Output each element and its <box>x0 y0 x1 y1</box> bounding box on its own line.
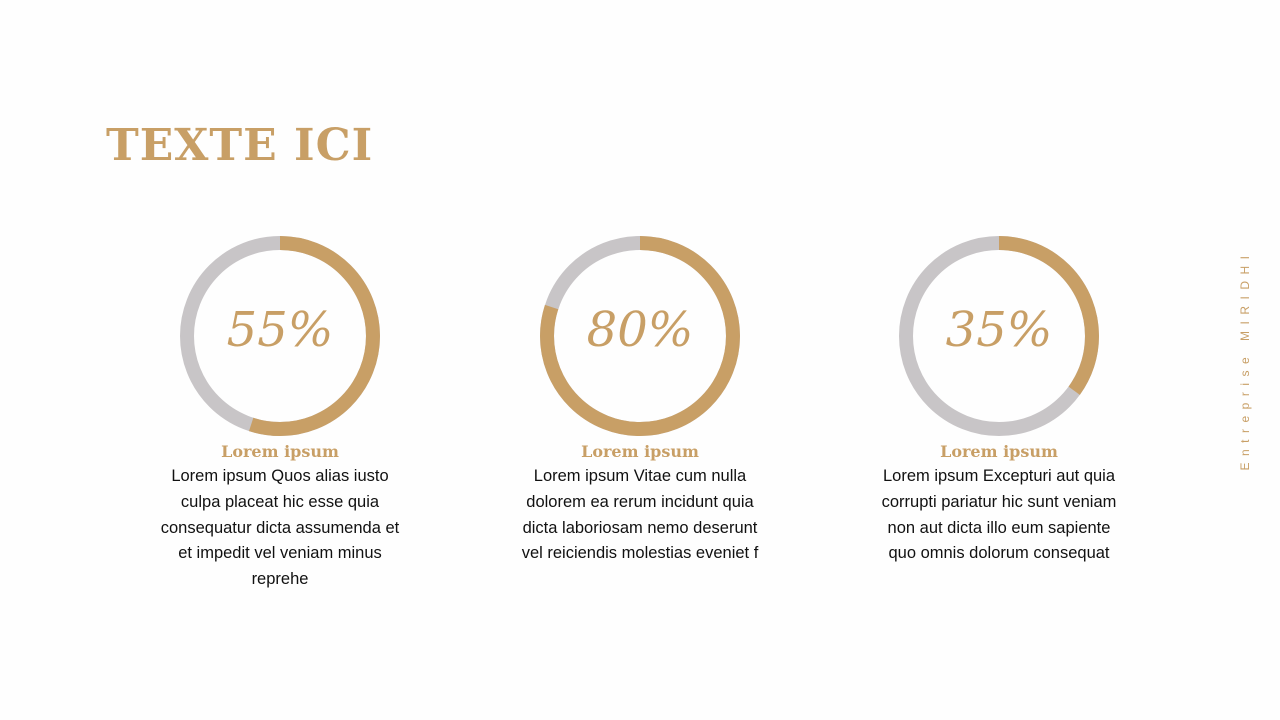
side-brand-text: Entreprise MIRIDHI <box>1238 249 1252 471</box>
ring-progress <box>180 236 380 436</box>
percent-label: 35% <box>945 302 1053 358</box>
stat-card: 80% Lorem ipsum Lorem ipsum Vitae cum nu… <box>520 236 760 567</box>
stat-card: 35% Lorem ipsum Lorem ipsum Excepturi au… <box>879 236 1119 567</box>
percent-label: 55% <box>226 302 334 358</box>
ring-progress <box>899 236 1099 436</box>
progress-ring: 35% <box>899 236 1099 436</box>
ring-progress <box>540 236 740 436</box>
card-heading: Lorem ipsum <box>581 442 699 461</box>
page-title: TEXTE ICI <box>106 120 374 171</box>
card-heading: Lorem ipsum <box>221 442 339 461</box>
stat-card: 55% Lorem ipsum Lorem ipsum Quos alias i… <box>160 236 400 593</box>
card-text: Lorem ipsum Vitae cum nulla dolorem ea r… <box>521 467 759 563</box>
progress-ring: 80% <box>540 236 740 436</box>
progress-ring: 55% <box>180 236 380 436</box>
card-text: Lorem ipsum Excepturi aut quia corrupti … <box>881 467 1117 563</box>
card-text: Lorem ipsum Quos alias iusto culpa place… <box>160 467 400 589</box>
percent-label: 80% <box>586 302 694 358</box>
card-heading: Lorem ipsum <box>940 442 1058 461</box>
